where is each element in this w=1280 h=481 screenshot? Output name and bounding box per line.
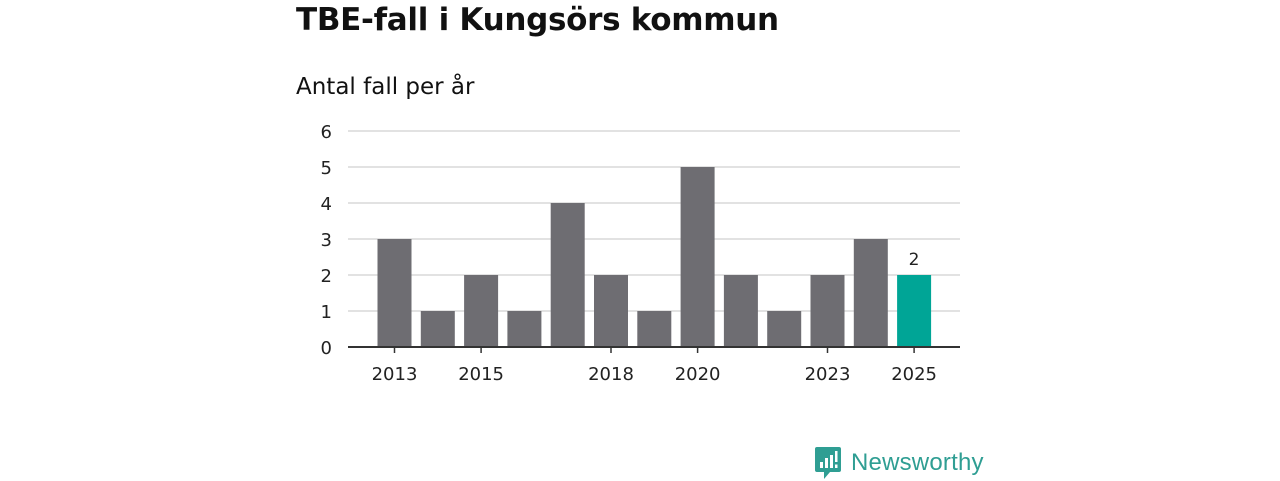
chart-title: TBE-fall i Kungsörs kommun — [296, 2, 779, 38]
y-tick-label-6: 6 — [321, 122, 332, 143]
newsworthy-logo-icon — [815, 447, 841, 479]
y-tick-label-3: 3 — [321, 230, 332, 251]
y-tick-label-0: 0 — [321, 338, 332, 359]
bar-2022 — [767, 311, 802, 347]
bar-2019 — [637, 311, 672, 347]
x-tick-label-2023: 2023 — [805, 364, 851, 385]
bar-2013 — [377, 239, 412, 347]
brand-name: Newsworthy — [851, 449, 984, 476]
x-tick-label-2013: 2013 — [372, 364, 418, 385]
y-tick-label-5: 5 — [321, 158, 332, 179]
newsworthy-brand: Newsworthy — [814, 445, 984, 481]
y-tick-label-1: 1 — [321, 302, 332, 323]
x-axis-ticks: 2013 2015 2018 2020 2023 2025 — [372, 347, 937, 385]
y-tick-label-2: 2 — [321, 266, 332, 287]
bar-2017 — [550, 203, 585, 347]
y-tick-label-4: 4 — [321, 194, 332, 215]
x-tick-label-2025: 2025 — [891, 364, 937, 385]
bar-2016 — [507, 311, 542, 347]
bar-2024 — [853, 239, 888, 347]
data-label-2025: 2 — [909, 250, 920, 270]
y-axis-ticks: 0 1 2 3 4 5 6 — [321, 122, 332, 359]
x-tick-label-2018: 2018 — [588, 364, 634, 385]
bar-2021 — [723, 275, 758, 347]
bar-2020 — [680, 167, 715, 347]
bar-2014 — [420, 311, 455, 347]
bar-2018 — [594, 275, 628, 347]
bars — [377, 167, 932, 347]
bar-2025 — [897, 275, 932, 347]
x-tick-label-2015: 2015 — [458, 364, 504, 385]
x-tick-label-2020: 2020 — [675, 364, 721, 385]
bar-2015 — [464, 275, 499, 347]
bar-2023 — [810, 275, 845, 347]
data-labels: 2 — [909, 250, 920, 270]
chart-subtitle: Antal fall per år — [296, 74, 475, 100]
